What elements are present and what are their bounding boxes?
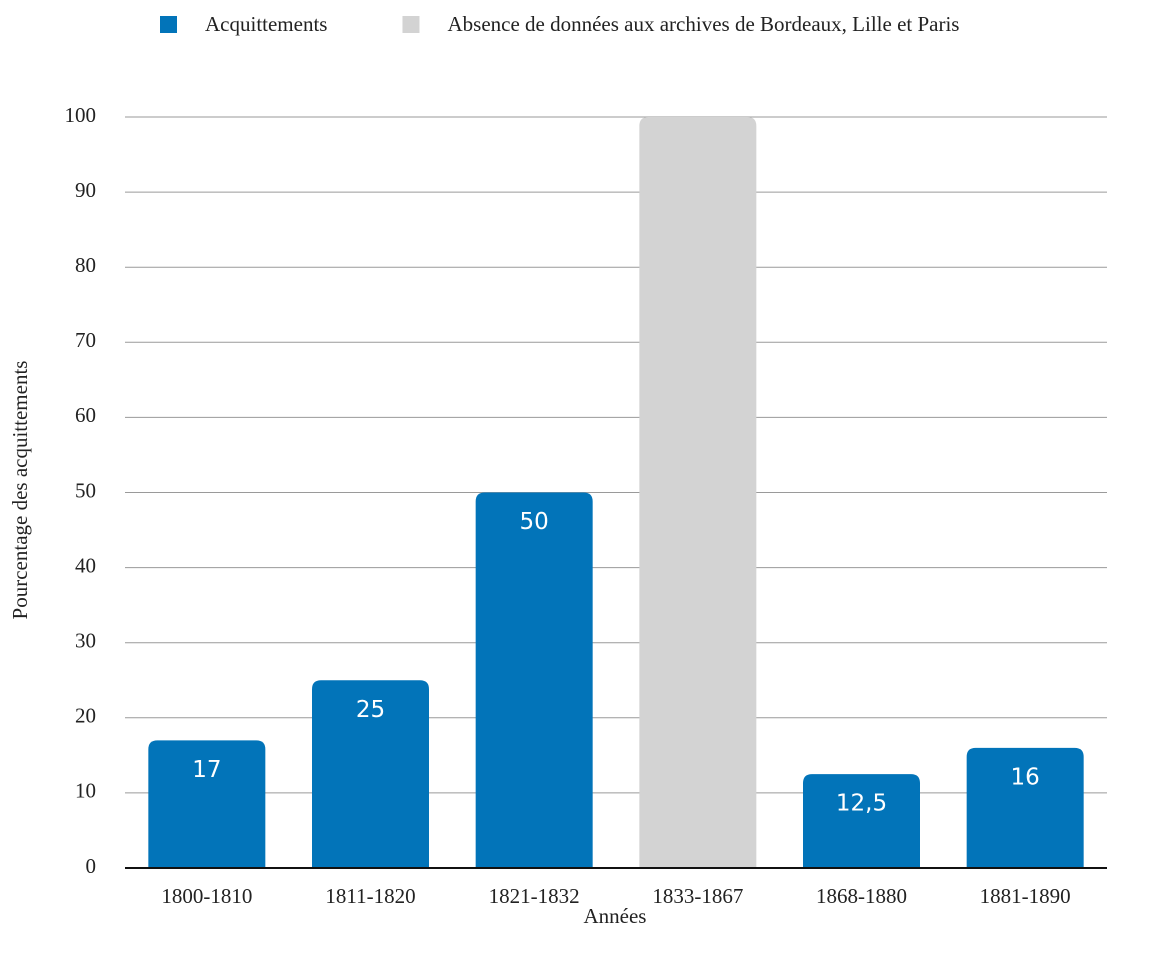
y-tick-label: 90: [75, 178, 96, 202]
bar: [148, 740, 266, 868]
bar: [312, 680, 429, 868]
bar: [966, 747, 1084, 868]
y-tick-label: 40: [75, 553, 96, 577]
data-label: 17: [192, 757, 221, 783]
y-tick-label: 70: [75, 328, 96, 352]
data-label: 12,5: [836, 791, 887, 817]
legend-swatch: [402, 16, 420, 33]
y-tick-label: 30: [75, 629, 96, 653]
x-axis-title: Années: [584, 904, 647, 928]
y-tick-label: 60: [75, 403, 96, 427]
bar: [639, 117, 757, 868]
y-tick-label: 80: [75, 253, 96, 277]
x-tick-label: 1833-1867: [652, 884, 743, 908]
legend-label: Absence de données aux archives de Borde…: [447, 12, 959, 36]
x-tick-label: 1868-1880: [816, 884, 907, 908]
y-tick-label: 20: [75, 704, 96, 728]
bar: [475, 492, 593, 868]
x-tick-label: 1881-1890: [980, 884, 1071, 908]
y-axis-title: Pourcentage des acquittements: [8, 361, 32, 620]
data-label: 16: [1011, 764, 1040, 790]
y-tick-label: 0: [86, 854, 97, 878]
x-tick-label: 1811-1820: [325, 884, 415, 908]
x-tick-label: 1800-1810: [161, 884, 252, 908]
x-tick-label: 1821-1832: [489, 884, 580, 908]
data-label: 25: [356, 697, 385, 723]
y-tick-label: 50: [75, 478, 96, 502]
legend-swatch: [160, 16, 177, 33]
data-label: 50: [520, 509, 549, 535]
y-tick-label: 100: [65, 103, 97, 127]
bar: [803, 774, 920, 868]
legend-label: Acquittements: [205, 12, 327, 36]
y-tick-label: 10: [75, 779, 96, 803]
